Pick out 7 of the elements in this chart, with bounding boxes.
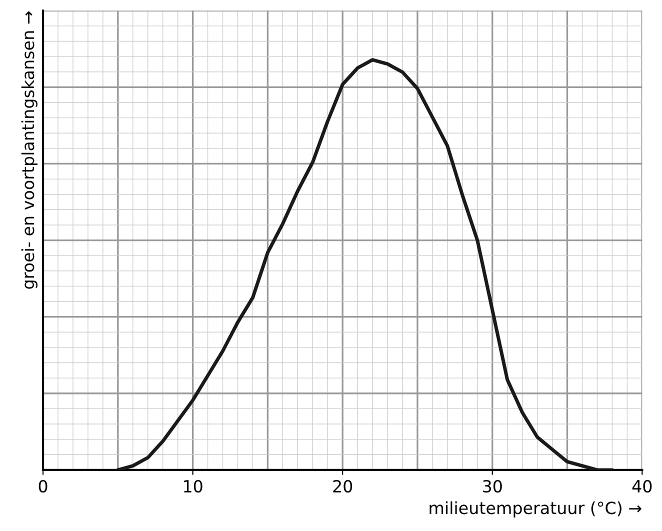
x-tick-label: 40 [632,480,652,493]
x-tick-label: 10 [184,480,202,493]
x-axis-title: milieutemperatuur (°C) → [430,501,642,518]
x-tick-label: 20 [333,480,352,493]
x-tick-label: 0 [38,480,48,493]
x-tick-label: 30 [483,480,502,493]
y-axis-title: groei- en voortplantingskansen → [21,11,38,289]
